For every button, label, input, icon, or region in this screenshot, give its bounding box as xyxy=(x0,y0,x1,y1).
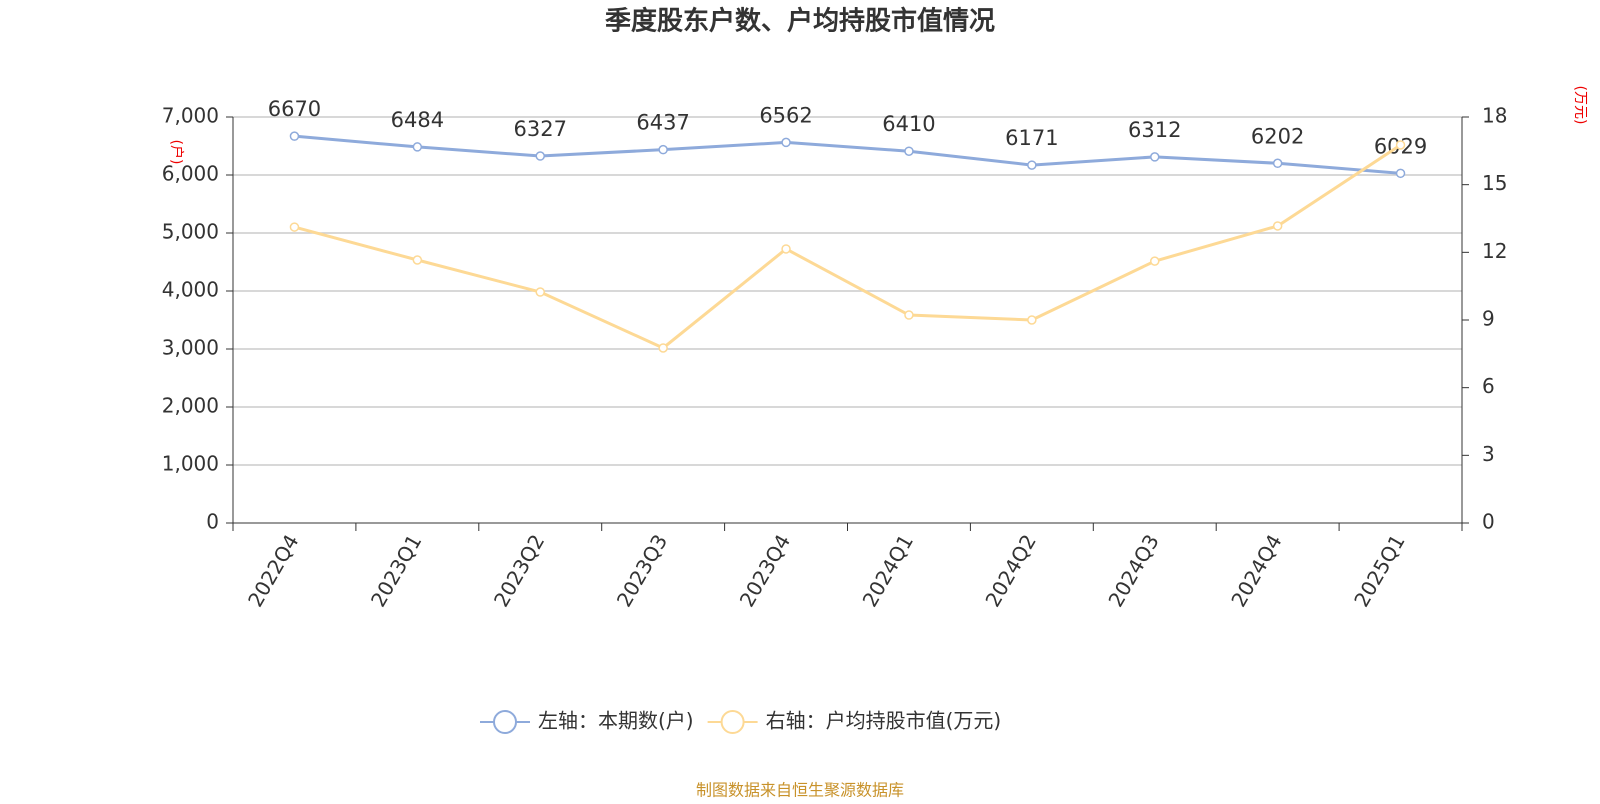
data-label: 6312 xyxy=(1128,118,1181,142)
data-point xyxy=(904,310,914,320)
y2-axis-title: (万元) xyxy=(1572,86,1588,125)
data-point xyxy=(904,146,914,156)
data-point xyxy=(535,151,545,161)
x-tick-label: 2024Q2 xyxy=(980,530,1040,611)
data-point xyxy=(1027,315,1037,325)
data-point xyxy=(658,144,668,155)
chart-title: 季度股东户数、户均持股市值情况 xyxy=(605,6,995,37)
data-label: 6437 xyxy=(636,111,689,135)
y-tick-label: 0 xyxy=(206,510,219,534)
y-tick-label: 3,000 xyxy=(162,336,219,360)
data-point xyxy=(1395,140,1406,150)
data-label: 6171 xyxy=(1005,126,1058,150)
x-tick-label: 2022Q4 xyxy=(243,530,303,611)
y2-tick-label: 3 xyxy=(1482,442,1495,466)
data-point xyxy=(412,255,423,265)
y-tick-label: 5,000 xyxy=(162,220,219,244)
source-note: 制图数据来自恒生聚源数据库 xyxy=(696,781,904,800)
y2-tick-label: 15 xyxy=(1482,171,1507,195)
x-tick-label: 2024Q1 xyxy=(858,530,918,611)
y2-tick-label: 6 xyxy=(1482,374,1495,398)
data-point xyxy=(1272,158,1283,169)
x-tick-label: 2025Q1 xyxy=(1349,530,1409,611)
data-point xyxy=(1150,256,1160,266)
legend-label: 右轴：户均持股市值(万元) xyxy=(766,709,1002,733)
data-point xyxy=(412,142,423,152)
data-point xyxy=(1027,160,1037,170)
data-label: 6202 xyxy=(1251,124,1304,148)
legend-marker xyxy=(720,710,745,734)
x-tick-label: 2023Q3 xyxy=(612,530,672,611)
series-line xyxy=(294,134,1401,175)
data-point xyxy=(535,287,545,297)
data-label: 6562 xyxy=(759,103,812,127)
data-label: 6327 xyxy=(514,117,567,141)
y2-tick-label: 18 xyxy=(1482,104,1507,128)
data-point xyxy=(781,137,791,148)
data-point xyxy=(658,343,668,353)
legend-label: 左轴：本期数(户) xyxy=(538,709,694,733)
data-label: 6484 xyxy=(391,108,444,132)
legend-marker xyxy=(493,710,517,734)
y-tick-label: 6,000 xyxy=(162,162,219,186)
y2-tick-label: 9 xyxy=(1482,307,1495,331)
y-tick-label: 1,000 xyxy=(162,452,219,476)
x-tick-label: 2023Q4 xyxy=(735,530,795,611)
x-tick-label: 2023Q1 xyxy=(366,530,426,611)
data-label: 6670 xyxy=(268,97,321,121)
series-line xyxy=(294,143,1402,350)
x-tick-label: 2024Q3 xyxy=(1103,530,1163,611)
y-tick-label: 2,000 xyxy=(162,394,219,418)
data-point xyxy=(1395,168,1406,179)
y-axis-title: (户) xyxy=(168,140,185,165)
data-point xyxy=(289,131,300,141)
data-point xyxy=(289,222,300,232)
y2-tick-label: 0 xyxy=(1482,510,1495,534)
y-tick-label: 7,000 xyxy=(162,104,219,128)
x-tick-label: 2023Q2 xyxy=(489,530,549,611)
y-tick-label: 4,000 xyxy=(162,278,219,302)
y2-tick-label: 12 xyxy=(1482,239,1507,263)
data-point xyxy=(1150,152,1160,162)
x-tick-label: 2024Q4 xyxy=(1226,530,1286,611)
data-point xyxy=(1272,221,1283,231)
data-label: 6410 xyxy=(882,112,935,136)
data-point xyxy=(781,244,791,254)
